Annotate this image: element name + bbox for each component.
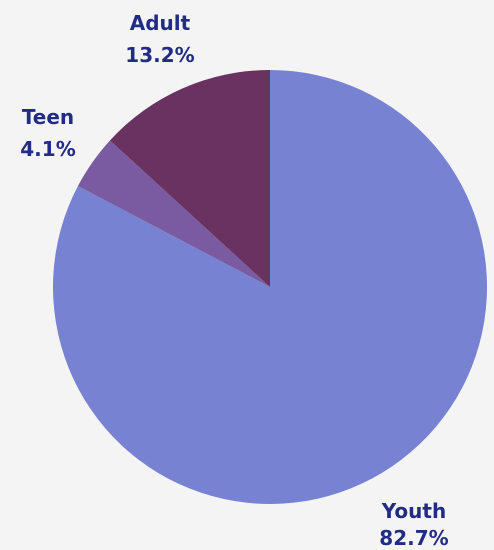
slices-layer	[52, 70, 487, 505]
slice-label-adult: Adult	[130, 11, 191, 35]
slice-value-youth: 82.7%	[379, 526, 448, 550]
pie-slice-teen	[77, 140, 270, 287]
labels-layer: Youth 82.7% Teen 4.1% Adult 13.2%	[20, 11, 448, 550]
pie-slice-adult	[109, 70, 270, 287]
slice-label-youth: Youth	[381, 499, 446, 523]
slice-label-teen: Teen	[22, 105, 74, 129]
slice-value-adult: 13.2%	[125, 43, 194, 67]
slice-value-teen: 4.1%	[20, 137, 75, 161]
